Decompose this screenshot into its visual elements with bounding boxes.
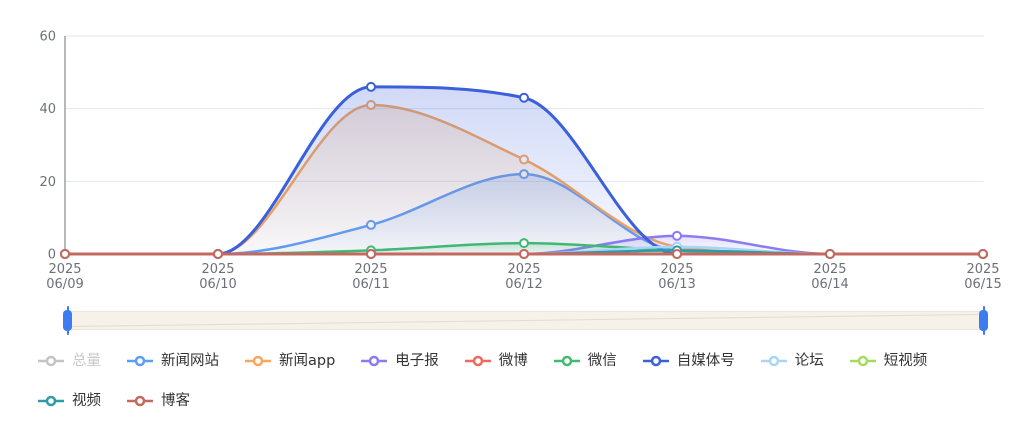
legend-item-3[interactable]: 电子报 [361,351,439,371]
legend-item-label: 新闻app [279,353,336,369]
legend-line-icon [38,395,64,407]
legend-item-0[interactable]: 总量 [38,351,101,371]
legend-item-label: 新闻网站 [161,353,219,369]
legend-item-label: 博客 [161,393,190,409]
series-marker-10 [672,249,682,259]
legend-item-2[interactable]: 新闻app [245,351,335,371]
legend-item-label: 总量 [72,353,101,369]
legend-item-label: 短视频 [883,353,928,369]
legend-line-icon [38,355,64,367]
legend-item-label: 视频 [72,393,101,409]
series-area-6 [65,86,983,254]
legend-item-1[interactable]: 新闻网站 [127,351,219,371]
legend-line-icon [361,355,388,367]
x-axis-tick-label-year: 2025 [48,262,81,277]
y-axis-tick-label: 20 [39,175,56,190]
series-marker-10 [825,249,835,259]
x-axis-tick-label-date: 06/15 [964,277,1001,292]
series-marker-10 [519,249,529,259]
legend-line-icon [464,355,491,367]
legend-line-icon [553,355,580,367]
legend-item-label: 电子报 [395,353,439,369]
legend-line-icon [127,395,153,407]
data-zoom-slider[interactable] [63,306,988,335]
y-axis-tick-label: 60 [39,30,56,45]
legend-line-icon [127,355,153,367]
legend-item-10[interactable]: 博客 [127,391,190,411]
legend-line-icon [849,355,876,367]
data-zoom-preview-line [69,314,979,327]
data-zoom-right-handle[interactable] [979,306,988,335]
x-axis-tick-label-date: 06/12 [505,277,542,292]
legend-item-5[interactable]: 微信 [553,351,617,371]
legend-item-label: 自媒体号 [676,353,735,369]
series-marker-3 [672,230,682,241]
legend-item-6[interactable]: 自媒体号 [642,351,735,371]
chart-legend: 总量 新闻网站 新闻app 电子报 微博 微信 自媒体号 论坛 短视频视频 博客 [38,351,998,411]
x-axis-tick-label-year: 2025 [507,262,540,277]
legend-item-label: 微博 [498,353,528,369]
series-marker-6 [366,81,376,92]
x-axis-tick-label-year: 2025 [813,262,846,277]
series-marker-10 [978,249,988,259]
data-zoom-left-handle[interactable] [63,306,72,335]
x-axis-tick-label-year: 2025 [354,262,387,277]
legend-line-icon [642,355,669,367]
legend-item-label: 微信 [587,353,617,369]
y-axis-tick-label: 0 [48,248,56,263]
legend-item-4[interactable]: 微博 [464,351,528,371]
legend-item-7[interactable]: 论坛 [760,351,824,371]
y-axis-tick-label: 40 [39,102,56,117]
x-axis-tick-label-date: 06/10 [199,277,236,292]
x-axis-tick-label-year: 2025 [966,262,999,277]
legend-line-icon [245,355,271,367]
legend-item-label: 论坛 [794,353,824,369]
x-axis-tick-label-date: 06/11 [352,277,389,292]
legend-line-icon [760,355,787,367]
legend-item-9[interactable]: 视频 [38,391,101,411]
x-axis-tick-label-year: 2025 [201,262,234,277]
series-marker-10 [366,249,376,259]
series-marker-10 [213,249,223,259]
x-axis-tick-label-date: 06/13 [658,277,695,292]
legend-item-8[interactable]: 短视频 [849,351,928,371]
x-axis-tick-label-date: 06/09 [46,277,83,292]
x-axis-tick-label-date: 06/14 [811,277,848,292]
series-marker-6 [519,92,529,103]
chart-canvas: 0204060202506/09202506/10202506/11202506… [39,30,1001,293]
series-marker-10 [60,249,70,259]
x-axis-tick-label-year: 2025 [660,262,693,277]
